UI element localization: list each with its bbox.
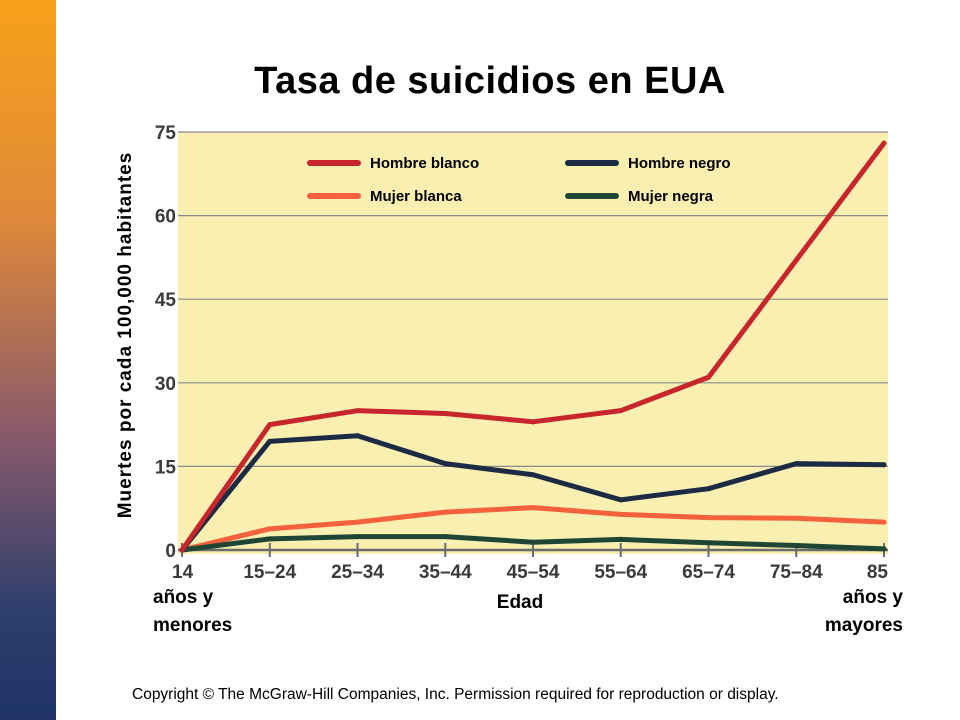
data-point (881, 546, 887, 552)
data-point (706, 540, 711, 546)
x-axis-label: Edad (496, 592, 544, 613)
x-tick-label: 14 (172, 562, 194, 583)
y-tick-label: 0 (165, 541, 176, 562)
x-note-left-line2: menores (153, 615, 233, 636)
data-point (442, 534, 448, 540)
data-point (793, 543, 799, 549)
data-point (706, 486, 711, 492)
x-tick-label: 45–54 (507, 562, 560, 583)
data-point (881, 462, 887, 468)
x-tick-label: 25–34 (331, 562, 384, 583)
x-tick-label: 15–24 (243, 562, 296, 583)
data-point (793, 515, 799, 521)
data-point (267, 422, 273, 428)
decorative-side-bar (0, 0, 56, 720)
legend-label: Hombre blanco (370, 155, 479, 172)
legend-label: Mujer negra (628, 188, 714, 205)
data-point (530, 539, 536, 545)
data-point (793, 461, 799, 467)
legend-background (300, 145, 770, 212)
data-point (881, 140, 887, 146)
x-tick-label: 55–64 (594, 562, 647, 583)
x-note-left: años y menores (153, 584, 232, 640)
x-tick-label: 75–84 (770, 562, 823, 583)
x-note-right-line1: años y (842, 587, 903, 608)
data-point (355, 433, 360, 439)
data-point (442, 410, 448, 416)
data-point (355, 408, 360, 414)
y-tick-label: 30 (155, 374, 176, 395)
data-point (267, 526, 273, 532)
y-tick-label: 75 (155, 123, 177, 144)
data-point (442, 509, 448, 515)
data-point (618, 511, 624, 517)
y-tick-label: 60 (155, 207, 176, 228)
copyright-notice: Copyright © The McGraw-Hill Companies, I… (132, 686, 779, 703)
y-tick-label: 15 (155, 457, 177, 478)
data-point (793, 257, 799, 263)
x-tick-label: 85 (867, 562, 889, 583)
data-point (706, 374, 711, 380)
data-point (442, 461, 448, 467)
x-tick-label: 65–74 (682, 562, 735, 583)
data-point (267, 438, 273, 444)
data-point (530, 505, 536, 511)
data-point (530, 472, 536, 478)
data-point (355, 534, 360, 540)
data-point (618, 497, 624, 503)
chart-title: Tasa de suicidios en EUA (254, 60, 726, 102)
data-point (881, 519, 887, 525)
legend-label: Mujer blanca (370, 188, 462, 205)
x-note-left-line1: años y (153, 587, 214, 608)
data-point (530, 419, 536, 425)
legend-label: Hombre negro (628, 155, 731, 172)
data-point (618, 408, 624, 414)
data-point (706, 515, 711, 521)
data-point (355, 519, 360, 525)
data-point (179, 547, 185, 553)
y-axis-label: Muertes por cada 100,000 habitantes (115, 151, 136, 519)
x-note-right: años y mayores (825, 584, 903, 640)
data-point (267, 536, 273, 542)
y-tick-label: 45 (155, 290, 177, 311)
data-point (618, 536, 624, 542)
x-tick-label: 35–44 (419, 562, 472, 583)
x-note-right-line2: mayores (824, 615, 903, 636)
